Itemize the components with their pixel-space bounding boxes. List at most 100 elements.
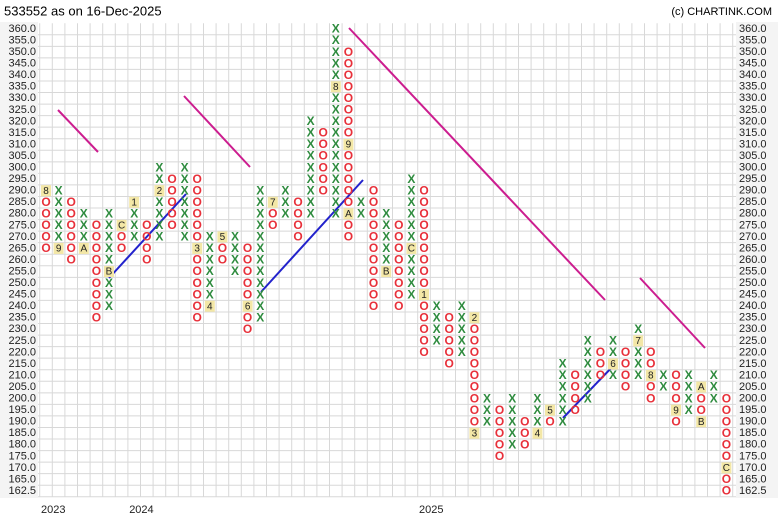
- o-box: O: [369, 206, 378, 220]
- o-box: O: [344, 172, 353, 186]
- month-marker: B: [698, 417, 705, 428]
- y-tick-label: 285.0: [8, 196, 36, 208]
- o-box: O: [369, 195, 378, 209]
- month-marker: 3: [194, 244, 200, 255]
- o-box: O: [621, 368, 630, 382]
- x-box: X: [332, 172, 340, 186]
- month-marker: A: [345, 209, 352, 220]
- o-box: O: [470, 357, 479, 371]
- y-tick-label-right: 240.0: [739, 300, 767, 312]
- x-box: X: [433, 334, 441, 348]
- x-box: X: [659, 368, 667, 382]
- o-box: O: [470, 334, 479, 348]
- o-box: O: [193, 206, 202, 220]
- x-box: X: [382, 206, 390, 220]
- o-box: O: [621, 380, 630, 394]
- x-box: X: [130, 230, 138, 244]
- right-axis-band: [736, 22, 778, 498]
- o-box: O: [419, 276, 428, 290]
- x-box: X: [382, 218, 390, 232]
- x-box: X: [407, 218, 415, 232]
- y-tick-label-right: 200.0: [739, 393, 767, 405]
- o-box: O: [520, 426, 529, 440]
- month-marker-box: [242, 300, 253, 312]
- o-box: O: [369, 253, 378, 267]
- y-tick-label: 245.0: [8, 289, 36, 301]
- x-box: X: [155, 160, 163, 174]
- x-box: X: [307, 195, 315, 209]
- y-tick-label: 350.0: [8, 46, 36, 58]
- x-box: X: [685, 403, 693, 417]
- month-marker: C: [118, 220, 125, 231]
- x-box: X: [105, 299, 113, 313]
- column: COO: [116, 219, 127, 255]
- y-tick-label: 340.0: [8, 69, 36, 81]
- o-box: O: [697, 391, 706, 405]
- o-box: O: [344, 183, 353, 197]
- o-box: O: [117, 230, 126, 244]
- o-box: O: [495, 426, 504, 440]
- o-box: O: [470, 380, 479, 394]
- support-line: [108, 193, 187, 279]
- y-tick-label-right: 310.0: [739, 138, 767, 150]
- month-marker: C: [408, 244, 415, 255]
- o-box: O: [319, 149, 328, 163]
- x-box: X: [332, 126, 340, 140]
- x-box: X: [685, 368, 693, 382]
- o-box: O: [419, 253, 428, 267]
- y-tick-label-right: 345.0: [739, 58, 767, 70]
- column: OOO: [596, 345, 605, 382]
- x-box: X: [307, 149, 315, 163]
- x-box: X: [508, 403, 516, 417]
- y-tick-label-right: 260.0: [739, 254, 767, 266]
- x-box: X: [105, 218, 113, 232]
- y-tick-label-right: 280.0: [739, 208, 767, 220]
- o-box: O: [344, 68, 353, 82]
- o-box: O: [419, 310, 428, 324]
- x-box: X: [609, 368, 617, 382]
- o-box: O: [344, 230, 353, 244]
- x-box: X: [256, 276, 264, 290]
- o-box: O: [243, 264, 252, 278]
- o-box: O: [67, 241, 76, 255]
- y-tick-label: 305.0: [8, 150, 36, 162]
- o-box: O: [167, 183, 176, 197]
- o-box: O: [571, 380, 580, 394]
- x-box: X: [256, 264, 264, 278]
- y-tick-label-right: 185.0: [739, 427, 767, 439]
- y-tick-label-right: 275.0: [739, 219, 767, 231]
- month-marker: 5: [220, 232, 226, 243]
- month-marker-box: [41, 185, 51, 197]
- column: XX: [357, 195, 365, 221]
- month-marker-box: [721, 462, 732, 474]
- o-box: O: [92, 241, 101, 255]
- o-box: O: [369, 264, 378, 278]
- y-tick-label-right: 250.0: [739, 277, 767, 289]
- y-tick-label-right: 235.0: [739, 312, 767, 324]
- x-box: X: [181, 195, 189, 209]
- o-box: O: [268, 206, 277, 220]
- o-box: O: [369, 287, 378, 301]
- x-box: X: [559, 391, 567, 405]
- x-box: X: [458, 322, 466, 336]
- x-box: X: [332, 33, 340, 47]
- o-box: O: [671, 391, 680, 405]
- x-box: X: [407, 276, 415, 290]
- resistance-line: [183, 95, 251, 168]
- o-box: O: [520, 414, 529, 428]
- x-box: X: [382, 241, 390, 255]
- o-box: O: [621, 357, 630, 371]
- o-box: O: [193, 276, 202, 290]
